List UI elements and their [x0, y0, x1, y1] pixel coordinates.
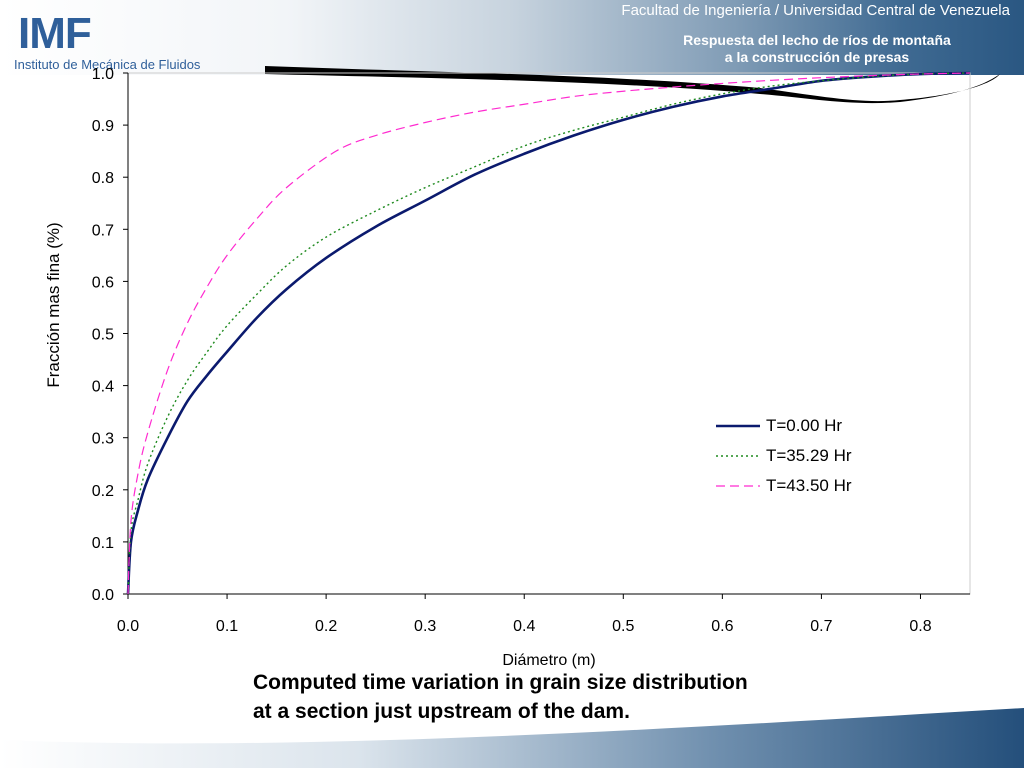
legend-item-0: T=0.00 Hr	[716, 411, 852, 441]
y-tick-label: 0.4	[92, 379, 114, 396]
y-tick-label: 0.2	[92, 483, 114, 500]
series-line-2	[127, 72, 971, 595]
imf-logo: IMF Instituto de Mecánica de Fluidos	[8, 6, 228, 73]
series-line-1	[127, 72, 971, 595]
x-tick-label: 0.6	[711, 618, 733, 635]
y-tick-label: 0.5	[92, 327, 114, 344]
caption-line-2: at a section just upstream of the dam.	[253, 700, 630, 723]
presentation-subtitle: Respuesta del lecho de ríos de montaña a…	[652, 32, 982, 66]
plot-area	[127, 72, 971, 595]
y-tick-label: 0.1	[92, 535, 114, 552]
chart-legend: T=0.00 Hr T=35.29 Hr T=43.50 Hr	[716, 411, 852, 501]
x-tick-label: 0.3	[414, 618, 436, 635]
legend-swatch-1	[716, 455, 760, 457]
legend-item-2: T=43.50 Hr	[716, 471, 852, 501]
legend-label-2: T=43.50 Hr	[766, 476, 852, 495]
x-tick-label: 0.2	[315, 618, 337, 635]
y-tick-label: 0.7	[92, 222, 114, 239]
legend-swatch-0	[716, 424, 760, 428]
subtitle-line-2: a la construcción de presas	[724, 49, 910, 65]
legend-label-0: T=0.00 Hr	[766, 416, 843, 435]
footer-wave	[0, 708, 1024, 768]
caption-line-1: Computed time variation in grain size di…	[253, 671, 748, 694]
legend-item-1: T=35.29 Hr	[716, 441, 852, 471]
y-tick-label: 0.9	[92, 118, 114, 135]
series-line-0	[126, 71, 971, 595]
legend-swatch-2	[716, 485, 760, 487]
x-tick-label: 0.1	[216, 618, 238, 635]
figure-caption: Computed time variation in grain size di…	[253, 668, 893, 726]
grain-size-chart: 0.0 0.1 0.2 0.3 0.4 0.5 0.6 0.7 0.8 0.9 1.0 0.0 0.1 0…	[44, 66, 1000, 669]
faculty-title: Facultad de Ingeniería / Universidad Cen…	[621, 2, 1010, 19]
y-tick-label: 0.3	[92, 431, 114, 448]
logo-letters: IMF	[18, 9, 92, 58]
x-tick-label: 0.7	[810, 618, 832, 635]
x-tick-label: 0.4	[513, 618, 535, 635]
logo-subtitle: Instituto de Mecánica de Fluidos	[14, 57, 201, 72]
y-tick-label: 1.0	[92, 66, 114, 83]
y-tick-label: 0.0	[92, 587, 114, 604]
x-tick-label: 0.8	[909, 618, 931, 635]
y-axis-label: Fracción mas fina (%)	[44, 222, 63, 387]
x-tick-label: 0.5	[612, 618, 634, 635]
x-axis-label: Diámetro (m)	[502, 652, 595, 669]
y-tick-label: 0.8	[92, 170, 114, 187]
x-tick-label: 0.0	[117, 618, 139, 635]
header-banner	[0, 0, 1024, 75]
y-tick-label: 0.6	[92, 274, 114, 291]
decorative-swoosh	[265, 66, 1000, 104]
subtitle-line-1: Respuesta del lecho de ríos de montaña	[683, 32, 951, 48]
legend-label-1: T=35.29 Hr	[766, 446, 852, 465]
